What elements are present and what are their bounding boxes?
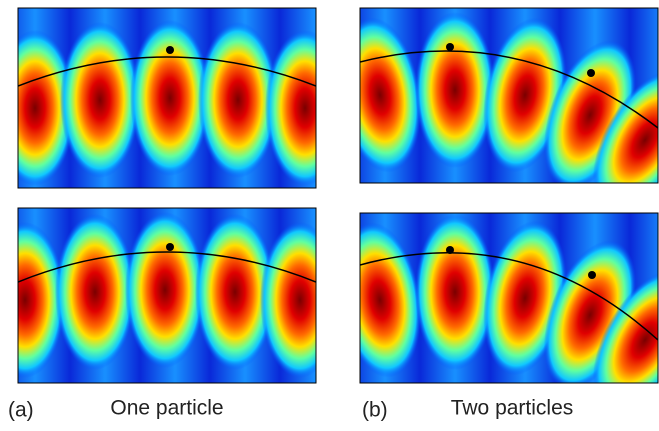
particle (166, 243, 174, 251)
lobe (55, 214, 135, 370)
heatmap (360, 213, 658, 383)
lobe (265, 30, 316, 186)
trajectory (360, 50, 658, 129)
particle (588, 271, 596, 279)
trajectory (360, 251, 658, 341)
panel-border (359, 7, 659, 184)
lobe (415, 214, 495, 370)
lobe (260, 222, 316, 378)
panel-caption: One particle (110, 397, 223, 420)
panels (17, 7, 659, 384)
trajectory (18, 56, 316, 87)
particle (166, 46, 174, 54)
lobe (360, 17, 422, 173)
lobe (130, 20, 210, 176)
heatmap (360, 8, 658, 183)
panel-border (359, 212, 659, 384)
panel-caption: Two particles (451, 397, 574, 420)
lobe (60, 22, 140, 178)
particle (446, 43, 454, 51)
lobe (592, 269, 658, 383)
heatmap (18, 208, 316, 383)
lobe (125, 212, 205, 368)
particle (587, 69, 595, 77)
lobe (592, 69, 658, 183)
lobe (18, 222, 65, 378)
lobe (415, 12, 495, 168)
particle (446, 246, 454, 254)
trajectory (18, 251, 316, 283)
panel-tag: (b) (362, 399, 388, 422)
lobe (360, 222, 422, 378)
panel-border (17, 207, 317, 384)
lobe (195, 214, 275, 370)
panel-border (17, 7, 317, 189)
heatmap (18, 8, 316, 188)
panel-tag: (a) (8, 399, 34, 422)
lobe (18, 30, 75, 186)
